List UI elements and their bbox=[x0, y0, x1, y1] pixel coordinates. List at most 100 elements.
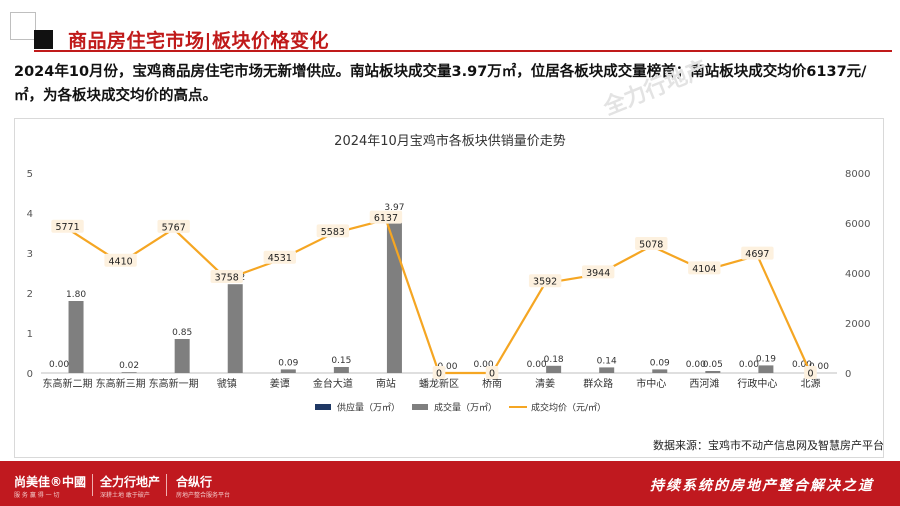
price-data-label: 4531 bbox=[268, 253, 292, 264]
volume-data-label: 0.02 bbox=[119, 361, 139, 371]
price-label-bg bbox=[157, 219, 190, 233]
y-right-tick-label: 6000 bbox=[845, 219, 870, 230]
volume-data-label: 0.09 bbox=[650, 358, 670, 368]
footer-logo-hezongxing: 合纵行 bbox=[176, 475, 213, 489]
price-data-label: 3944 bbox=[586, 268, 610, 279]
x-category-label: 南站 bbox=[376, 377, 396, 390]
price-data-label: 6137 bbox=[374, 213, 398, 224]
x-category-label: 金台大道 bbox=[313, 377, 353, 390]
price-label-bg bbox=[263, 250, 296, 264]
volume-data-label: 1.80 bbox=[66, 290, 86, 300]
price-label-bg bbox=[369, 210, 403, 224]
x-category-label: 市中心 bbox=[636, 377, 666, 390]
x-category-label: 行政中心 bbox=[737, 377, 777, 390]
volume-bar bbox=[227, 284, 243, 373]
price-label-bg bbox=[485, 366, 499, 379]
footer-logo-shangmeijia-sub: 服 务 赢 得 一 切 bbox=[14, 492, 60, 499]
volume-data-label: 0.19 bbox=[756, 354, 776, 364]
volume-bar bbox=[758, 365, 774, 373]
y-left-tick-label: 2 bbox=[27, 289, 33, 300]
summary-text: 2024年10月份，宝鸡商品房住宅市场无新增供应。南站板块成交量3.97万㎡，位… bbox=[14, 64, 867, 104]
supply-data-label: 0.00 bbox=[527, 360, 547, 370]
x-category-label: 北源 bbox=[800, 377, 820, 390]
price-label-bg bbox=[432, 366, 446, 379]
price-data-label: 4697 bbox=[745, 249, 769, 260]
footer-logo-quanlixing: 全力行地产 bbox=[100, 475, 161, 489]
data-source-note: 数据来源：宝鸡市不动产信息网及智慧房产平台 bbox=[653, 439, 884, 452]
supply-data-label: 0.00 bbox=[474, 360, 494, 370]
footer-logo-shangmeijia: 尚美佳®中國 bbox=[14, 475, 87, 489]
price-label-bg bbox=[210, 270, 243, 284]
volume-data-label: 0.00 bbox=[437, 362, 457, 372]
volume-data-label: 0.09 bbox=[278, 358, 298, 368]
volume-bar bbox=[386, 214, 402, 373]
supply-data-label: 0.00 bbox=[49, 360, 69, 370]
x-category-label: 桥南 bbox=[482, 377, 502, 390]
footer-separator bbox=[92, 474, 93, 496]
price-data-label: 3592 bbox=[533, 277, 557, 288]
price-label-bg bbox=[635, 237, 668, 251]
volume-bar bbox=[652, 369, 668, 373]
price-data-label: 0 bbox=[807, 369, 813, 380]
supply-data-label: 0.00 bbox=[739, 360, 759, 370]
price-data-label: 4104 bbox=[692, 264, 716, 275]
price-label-bg bbox=[741, 246, 774, 260]
supply-data-label: 0.00 bbox=[792, 360, 812, 370]
volume-data-label: 3.97 bbox=[384, 203, 404, 213]
chart-canvas: 2024年10月宝鸡市各板块供销量价走势 0 1 2 3 4 5 0 2000 4000 6000 8… bbox=[27, 133, 871, 414]
y-right-tick-label: 4000 bbox=[845, 269, 870, 280]
chart-title: 2024年10月宝鸡市各板块供销量价走势 bbox=[334, 133, 566, 149]
y-right-tick-label: 0 bbox=[845, 369, 851, 380]
corner-outline-decoration bbox=[10, 12, 36, 40]
footer-separator bbox=[166, 474, 167, 496]
price-data-label: 5767 bbox=[162, 222, 186, 233]
footer-bar: 尚美佳®中國 服 务 赢 得 一 切 全力行地产 深耕土地 敢于破产 合纵行 房… bbox=[0, 461, 900, 506]
legend-swatch-supply bbox=[315, 404, 331, 410]
volume-bar bbox=[599, 367, 615, 373]
volume-bar bbox=[121, 372, 137, 373]
volume-data-label: 0.05 bbox=[703, 360, 723, 370]
price-label-bg bbox=[528, 274, 562, 288]
x-category-label: 群众路 bbox=[583, 377, 613, 390]
price-data-label: 4410 bbox=[109, 256, 133, 267]
volume-data-label: 0.15 bbox=[331, 356, 351, 366]
volume-bar bbox=[546, 365, 562, 373]
price-data-label: 5583 bbox=[321, 227, 345, 238]
x-category-label: 西河滩 bbox=[689, 377, 719, 390]
y-right-tick-label: 2000 bbox=[845, 319, 870, 330]
price-data-label: 0 bbox=[489, 369, 495, 380]
volume-data-label: 0.00 bbox=[809, 362, 829, 372]
y-left-tick-label: 3 bbox=[27, 249, 33, 260]
price-data-label: 5771 bbox=[55, 222, 79, 233]
x-category-label: 东高新一期 bbox=[149, 377, 199, 390]
y-left-tick-label: 1 bbox=[27, 329, 33, 340]
legend-label: 成交量（万㎡） bbox=[434, 402, 497, 414]
price-label-bg bbox=[316, 224, 350, 238]
y-right-tick-label: 8000 bbox=[845, 169, 870, 180]
legend-label: 供应量（万㎡） bbox=[337, 402, 400, 414]
volume-bar bbox=[68, 301, 84, 373]
chart-panel: 2024年10月宝鸡市各板块供销量价走势 0 1 2 3 4 5 0 2000 4000 6000 8… bbox=[14, 118, 884, 458]
page-title: 商品房住宅市场|板块价格变化 bbox=[68, 30, 329, 52]
y-left-tick-label: 0 bbox=[27, 369, 33, 380]
x-category-label: 东高新二期 bbox=[43, 377, 93, 390]
x-category-label: 虢镇 bbox=[217, 377, 237, 390]
price-data-label: 3758 bbox=[215, 273, 239, 284]
title-underline bbox=[34, 50, 892, 52]
legend-swatch-volume bbox=[412, 404, 428, 410]
volume-data-label: 0.14 bbox=[597, 356, 617, 366]
price-label-bg bbox=[688, 261, 721, 275]
price-label-bg bbox=[104, 253, 137, 267]
price-label-bg bbox=[51, 219, 84, 233]
volume-bar bbox=[174, 339, 190, 373]
price-data-label: 0 bbox=[436, 369, 442, 380]
supply-data-label: 0.00 bbox=[686, 360, 706, 370]
price-data-label: 5078 bbox=[639, 240, 663, 251]
volume-bar bbox=[705, 371, 721, 373]
corner-block-decoration bbox=[34, 30, 53, 49]
x-category-label: 姜谭 bbox=[270, 377, 290, 390]
volume-data-label: 0.18 bbox=[544, 355, 564, 365]
footer-logo-quanlixing-sub: 深耕土地 敢于破产 bbox=[100, 492, 150, 499]
volume-bar bbox=[280, 369, 296, 373]
price-label-bg bbox=[804, 366, 817, 379]
